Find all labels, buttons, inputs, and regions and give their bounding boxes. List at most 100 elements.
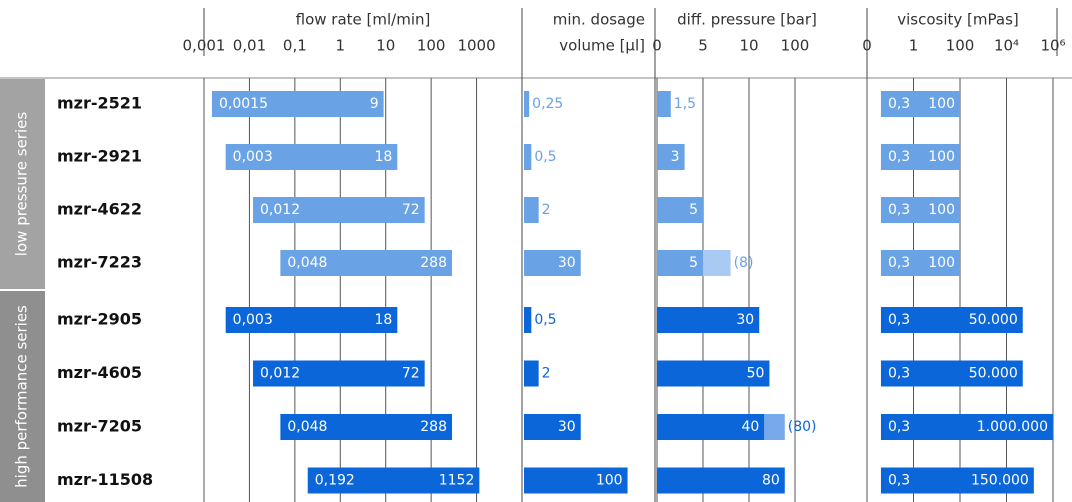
value-label: 0,3	[888, 96, 910, 112]
value-label: 0,012	[260, 202, 300, 218]
value-label: 50.000	[969, 366, 1018, 382]
bar	[524, 91, 530, 117]
range-bar	[880, 144, 960, 170]
value-label: 100	[928, 149, 955, 165]
value-label: 40	[742, 419, 760, 435]
range-bar	[211, 91, 384, 117]
range-bar	[307, 467, 480, 494]
value-label: 288	[420, 419, 447, 435]
panel-title: diff. pressure [bar]	[677, 11, 817, 29]
value-label: 50.000	[969, 312, 1018, 328]
range-bar	[880, 467, 1034, 494]
value-label: 9	[370, 96, 379, 112]
panel-title: min. dosage	[553, 11, 645, 29]
bar	[524, 467, 628, 494]
value-label: 100	[596, 473, 623, 489]
product-name: mzr-7223	[57, 253, 142, 272]
value-label: 0,5	[534, 312, 556, 328]
value-label: 30	[558, 255, 576, 271]
x-tick-label: 10	[376, 37, 395, 55]
x-tick-label: 1000	[457, 37, 495, 55]
product-name: mzr-2521	[57, 94, 142, 113]
value-label: 0,25	[532, 96, 563, 112]
value-label: 0,048	[287, 419, 327, 435]
bar	[524, 144, 532, 170]
range-bar	[880, 360, 1023, 387]
value-label: 72	[402, 366, 420, 382]
bar	[657, 414, 765, 440]
value-label: (8)	[734, 255, 754, 271]
bar	[657, 250, 703, 276]
bar	[524, 360, 539, 387]
value-label: 3	[671, 149, 680, 165]
extension-bar	[703, 250, 731, 276]
x-tick-label: 0,01	[233, 37, 266, 55]
value-label: 80	[762, 473, 780, 489]
value-label: 1.000.000	[977, 419, 1048, 435]
value-label: 30	[558, 419, 576, 435]
group-label: high performance series	[13, 305, 31, 488]
value-label: 18	[374, 312, 392, 328]
value-label: 0,012	[260, 366, 300, 382]
value-label: 100	[928, 202, 955, 218]
group-box	[0, 79, 45, 289]
value-label: 0,3	[888, 473, 910, 489]
value-label: 0,3	[888, 312, 910, 328]
value-label: 5	[689, 255, 698, 271]
range-bar	[253, 197, 425, 223]
bar	[524, 307, 532, 333]
x-tick-label: 5	[698, 37, 708, 55]
value-label: 0,3	[888, 149, 910, 165]
value-label: 30	[736, 312, 754, 328]
value-label: 0,0015	[219, 96, 268, 112]
bar	[657, 360, 770, 387]
x-tick-label: 0	[652, 37, 662, 55]
value-label: 0,048	[287, 255, 327, 271]
value-label: 0,003	[233, 312, 273, 328]
range-bar	[225, 144, 398, 170]
value-label: 2	[542, 202, 551, 218]
bar	[657, 197, 703, 223]
range-bar	[225, 307, 398, 333]
x-tick-label: 10⁶	[1040, 37, 1065, 55]
value-label: 1,5	[674, 96, 696, 112]
x-tick-label: 100	[781, 37, 810, 55]
range-bar	[280, 414, 453, 440]
x-tick-label: 10	[739, 37, 758, 55]
value-label: 72	[402, 202, 420, 218]
product-name: mzr-2921	[57, 147, 142, 166]
product-name: mzr-2905	[57, 310, 142, 329]
value-label: 150.000	[971, 473, 1029, 489]
x-tick-label: 0,001	[183, 37, 226, 55]
value-label: 288	[420, 255, 447, 271]
range-bar	[280, 250, 453, 276]
bar	[524, 250, 581, 276]
range-bar	[880, 91, 960, 117]
value-label: 100	[928, 255, 955, 271]
x-tick-label: 0,1	[283, 37, 307, 55]
product-name: mzr-4605	[57, 363, 142, 382]
x-tick-label: 1	[909, 37, 919, 55]
product-name: mzr-4622	[57, 200, 142, 219]
value-label: 0,3	[888, 255, 910, 271]
value-label: 18	[374, 149, 392, 165]
x-tick-label: 10⁴	[994, 37, 1019, 55]
value-label: 100	[928, 96, 955, 112]
group-box	[0, 291, 45, 502]
bar	[524, 414, 581, 440]
value-label: 0,5	[534, 149, 556, 165]
range-bar	[880, 250, 960, 276]
product-name: mzr-11508	[57, 470, 153, 489]
value-label: (80)	[788, 419, 817, 435]
product-name: mzr-7205	[57, 417, 142, 436]
panel-title: flow rate [ml/min]	[296, 11, 431, 29]
bar	[657, 467, 785, 494]
value-label: 0,3	[888, 202, 910, 218]
value-label: 5	[689, 202, 698, 218]
bar	[657, 144, 685, 170]
range-bar	[880, 307, 1023, 333]
value-label: 0,3	[888, 419, 910, 435]
panel-title: viscosity [mPas]	[897, 11, 1019, 29]
value-label: 0,3	[888, 366, 910, 382]
